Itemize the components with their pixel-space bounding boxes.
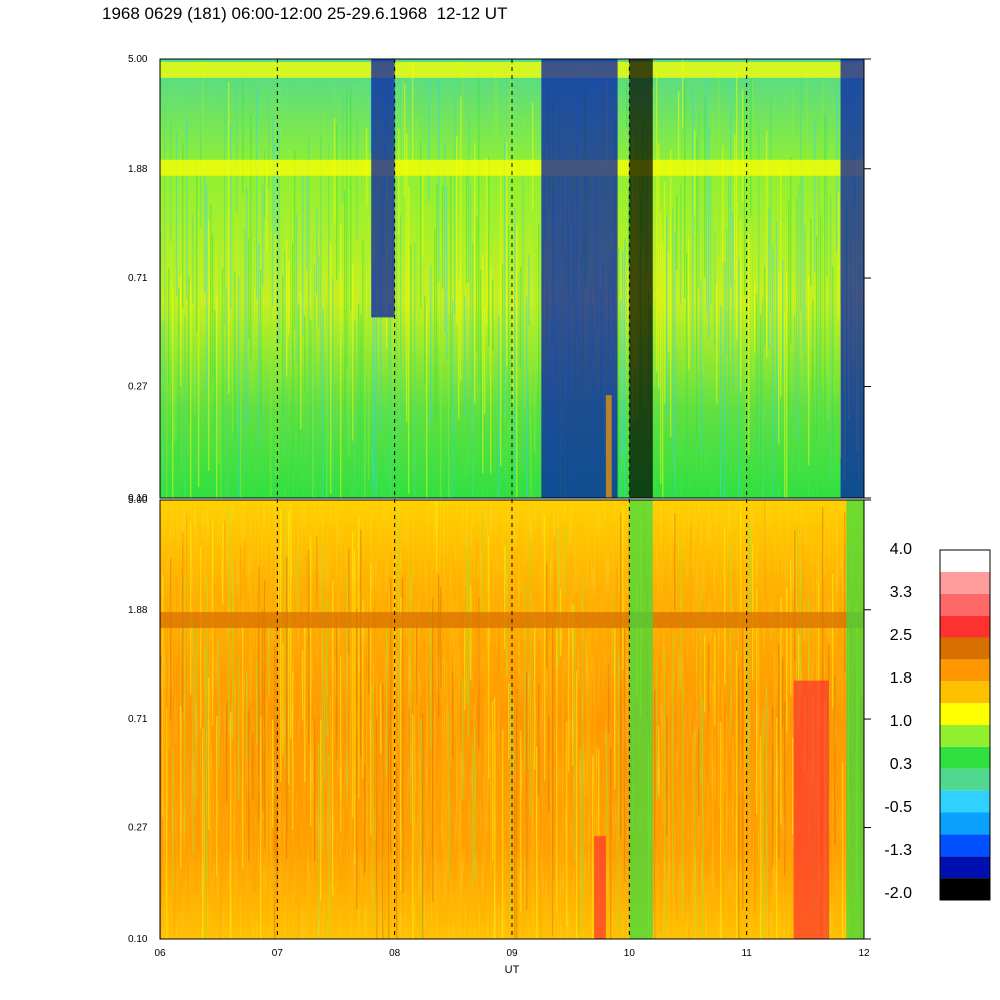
y-tick-label: 0.27 — [128, 382, 148, 393]
region-feature-2 — [594, 836, 606, 939]
x-tick-label: 08 — [389, 948, 401, 959]
colorbar-swatch — [940, 834, 990, 857]
y-tick-label: 5.00 — [128, 54, 148, 65]
x-tick-label: 11 — [741, 948, 752, 959]
x-tick-label: 06 — [154, 948, 166, 959]
colorbar-swatch — [940, 856, 990, 879]
chart-title: 1968 0629 (181) 06:00-12:00 25-29.6.1968… — [102, 4, 508, 23]
colorbar-label: 3.3 — [890, 584, 912, 601]
colorbar-swatch — [940, 571, 990, 594]
region-feature-6 — [605, 395, 612, 498]
x-tick-label: 09 — [506, 948, 518, 959]
band-feature-0 — [160, 159, 864, 176]
region-feature-3 — [793, 680, 829, 939]
colorbar-frame — [939, 549, 991, 901]
region-feature-3 — [541, 59, 618, 498]
x-tick-label: 10 — [624, 948, 636, 959]
colorbar-swatch — [940, 615, 990, 638]
region-feature-1 — [629, 500, 653, 939]
colorbar-label: -2.0 — [884, 885, 912, 902]
y-tick-label: 0.10 — [128, 934, 148, 945]
colorbar-label: 4.0 — [890, 541, 912, 558]
colorbar-label: 0.3 — [890, 756, 912, 773]
colorbar-swatch — [940, 812, 990, 835]
colorbar-swatch — [940, 725, 990, 747]
y-tick-label: 5.00 — [128, 495, 148, 506]
colorbar-swatch — [940, 703, 990, 725]
x-tick-label: 07 — [272, 948, 284, 959]
y-tick-label: 0.71 — [128, 273, 148, 284]
y-tick-label: 0.27 — [128, 823, 148, 834]
x-tick-label: 12 — [858, 948, 870, 959]
y-tick-label: 0.10 — [128, 493, 148, 504]
colorbar-swatch — [940, 768, 990, 791]
region-feature-4 — [846, 500, 864, 939]
colorbar-label: -1.3 — [884, 842, 912, 859]
colorbar-label: 2.5 — [890, 627, 912, 644]
y-tick-label: 1.88 — [128, 605, 148, 616]
colorbar-swatch — [940, 746, 990, 769]
colorbar-label: 1.8 — [890, 670, 912, 687]
colorbar-swatch — [940, 878, 990, 900]
region-feature-5 — [840, 59, 864, 498]
y-tick-label: 0.71 — [128, 714, 148, 725]
region-feature-4 — [629, 59, 653, 498]
x-axis-title: UT — [505, 964, 520, 976]
colorbar-label: -0.5 — [884, 799, 912, 816]
colorbar-swatch — [940, 637, 990, 660]
colorbar-swatch — [940, 681, 990, 704]
colorbar-swatch — [940, 550, 990, 572]
colorbar-swatch — [940, 593, 990, 616]
region-feature-2 — [371, 59, 395, 318]
colorbar-swatch — [940, 790, 990, 813]
colorbar-label: 1.0 — [890, 713, 912, 730]
y-tick-label: 1.88 — [128, 164, 148, 175]
colorbar-swatch — [940, 659, 990, 682]
